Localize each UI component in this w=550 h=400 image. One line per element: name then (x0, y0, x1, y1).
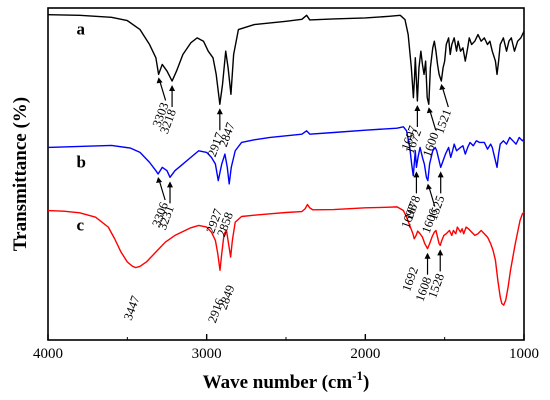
peak-arrowhead (167, 181, 174, 188)
peak-arrowhead (156, 177, 163, 183)
peak-arrow (428, 186, 436, 207)
peak-arrowhead (216, 108, 223, 115)
x-axis-ticks: 4000 3000 2000 1000 (33, 334, 539, 362)
peak-label: 3447 (121, 294, 143, 322)
peak-arrowhead (156, 77, 163, 84)
peak-label: 1528 (425, 272, 447, 300)
plot-frame (47, 7, 525, 341)
peak-arrow (158, 179, 166, 201)
peak-arrowhead (425, 183, 432, 190)
x-tick-label: 1000 (509, 346, 539, 362)
peak-label: 2849 (216, 283, 238, 311)
panel-label-a: a (77, 20, 86, 39)
panel-labels: a b c (77, 20, 86, 235)
peak-label: 1521 (432, 107, 454, 135)
y-axis-title: Transmittance (%) (10, 97, 31, 251)
x-axis-title-superscript: -1 (352, 368, 363, 383)
peak-arrowhead (439, 84, 446, 91)
series-line-a (47, 13, 525, 105)
peak-arrow (429, 110, 437, 131)
peak-arrowhead (414, 104, 421, 111)
x-axis-title: Wave number (cm-1) (203, 368, 370, 393)
peak-arrow (159, 80, 167, 101)
peak-label: 1525 (426, 194, 448, 222)
x-tick-label: 4000 (33, 346, 63, 362)
x-tick-label: 2000 (350, 346, 380, 362)
x-axis-title-end: ) (363, 372, 369, 393)
peak-arrowhead (437, 171, 444, 178)
x-tick-label: 3000 (192, 346, 222, 362)
series-layer (47, 13, 525, 306)
peak-arrowhead (437, 249, 444, 256)
peak-arrowhead (169, 85, 176, 92)
series-line-b (47, 126, 525, 185)
panel-label-c: c (77, 215, 85, 234)
series-line-c (47, 203, 525, 306)
peak-label: 1678 (402, 194, 424, 222)
peak-arrowhead (413, 171, 420, 178)
peak-arrowhead (424, 252, 431, 259)
panel-label-b: b (77, 152, 86, 171)
peak-arrow (441, 86, 449, 108)
peak-arrowhead (426, 107, 433, 114)
